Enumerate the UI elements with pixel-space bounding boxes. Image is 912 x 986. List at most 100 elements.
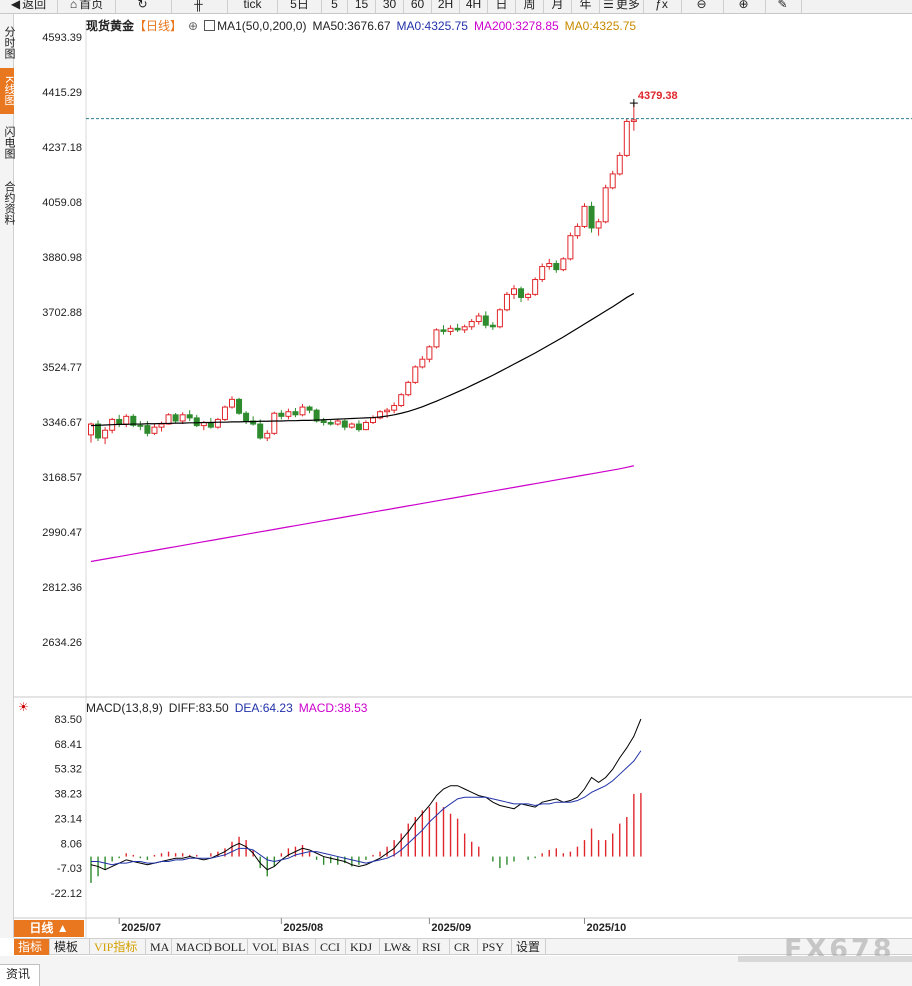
macd-y-axis: 83.50 68.41 53.32 38.23 23.14 8.06 -7.03 -22.12 [51, 714, 82, 900]
toolbar-button-1[interactable]: ⌂ 首页 [58, 0, 116, 13]
candle-body [355, 423, 362, 431]
toolbar-button-14[interactable]: 月 [544, 0, 572, 13]
toolbar-button-19[interactable]: ⊕ [724, 0, 766, 13]
toolbar-button-5[interactable]: 5日 [278, 0, 322, 13]
left-tab-1[interactable]: K线图 [0, 68, 15, 114]
indicator-tab-1[interactable]: 模板 [50, 939, 90, 955]
y-tick-label: 4237.18 [42, 142, 82, 154]
toolbar-button-4[interactable]: tick [228, 0, 278, 13]
settings-icon[interactable]: ⊕ [188, 19, 199, 33]
toolbar-button-15[interactable]: 年 [572, 0, 600, 13]
ma-chart-icon[interactable] [204, 20, 216, 31]
refresh-icon: ↻ [137, 0, 148, 11]
indicator-tab-4[interactable]: MACD [172, 939, 212, 955]
toolbar-button-8[interactable]: 30 [376, 0, 404, 13]
candle [257, 419, 264, 440]
candle [236, 397, 243, 415]
candle-body [581, 205, 588, 227]
candlestick-chart-icon: ╫ [194, 0, 203, 11]
candle-body [475, 315, 482, 323]
toolbar-label: 月 [551, 0, 564, 11]
candle-body [348, 423, 355, 428]
left-tab-0[interactable]: 分时图 [3, 25, 15, 59]
indicator-tab-0[interactable]: 指标 [14, 939, 50, 955]
y-tick-label: 3880.98 [42, 252, 82, 264]
toolbar-label: 5 [331, 0, 338, 11]
indicator-tab-5[interactable]: BOLL [210, 939, 248, 955]
candle-body [88, 423, 94, 436]
period-label: 【日线】 [134, 19, 183, 33]
candle [214, 417, 221, 429]
indicator-tab-13[interactable]: PSY [478, 939, 512, 955]
y-tick-label: 3702.88 [42, 307, 82, 319]
candle [327, 419, 334, 426]
candle-body [623, 120, 630, 156]
toolbar-button-17[interactable]: ƒx [644, 0, 682, 13]
home-icon: ⌂ [69, 0, 78, 11]
ma-title: MA1(50,0,200,0) [217, 19, 307, 33]
indicator-tab-9[interactable]: KDJ [346, 939, 380, 955]
indicator-tab-2[interactable]: VIP指标 [90, 939, 146, 955]
toolbar-button-11[interactable]: 4H [460, 0, 488, 13]
news-tab[interactable]: 资讯 [0, 964, 40, 986]
left-view-tabs: 分时图 K线图闪电图合约资料 [0, 14, 15, 938]
candle-body [221, 406, 228, 420]
horizontal-scrollbar[interactable] [738, 956, 912, 962]
toolbar-button-10[interactable]: 2H [432, 0, 460, 13]
indicator-tab-10[interactable]: LW& [380, 939, 418, 955]
candle [616, 152, 623, 176]
indicator-tab-12[interactable]: CR [450, 939, 478, 955]
candle [440, 325, 447, 335]
candle [355, 420, 362, 432]
candle [475, 312, 482, 325]
candle-body [151, 426, 158, 434]
candle [377, 410, 384, 420]
indicator-tab-7[interactable]: BIAS [278, 939, 316, 955]
candle [172, 412, 179, 423]
y-tick-label: 4059.08 [42, 197, 82, 209]
indicator-tab-11[interactable]: RSI [418, 939, 450, 955]
indicator-tab-6[interactable]: VOL [248, 939, 278, 955]
candle [391, 402, 398, 414]
candle-body [362, 422, 369, 431]
candle [88, 422, 94, 443]
indicator-tab-3[interactable]: MA [146, 939, 172, 955]
candle [151, 424, 158, 435]
candle-body [116, 418, 123, 425]
macd-lines [90, 718, 642, 871]
candle [370, 415, 376, 425]
candle-body [532, 279, 539, 295]
candle-body [539, 266, 546, 281]
toolbar-button-13[interactable]: 周 [516, 0, 544, 13]
left-tab-3[interactable]: 合约资料 [3, 181, 15, 225]
macd-settings-icon[interactable]: ☀ [18, 700, 29, 714]
toolbar-button-12[interactable]: 日 [488, 0, 516, 13]
toolbar-button-6[interactable]: 5 [322, 0, 348, 13]
grid-layer [14, 20, 912, 938]
toolbar-button-3[interactable]: ╫ [172, 0, 228, 13]
macd-y-tick-label: 8.06 [61, 838, 82, 850]
indicator-tab-14[interactable]: 设置 [512, 939, 546, 955]
macd-legend: MACD(13,8,9) DIFF:83.50 DEA:64.23 MACD:38.5… [86, 700, 373, 716]
toolbar-button-18[interactable]: ⊖ [682, 0, 724, 13]
candle-body [179, 414, 186, 422]
toolbar-button-2[interactable]: ↻ [116, 0, 172, 13]
toolbar-button-16[interactable]: ☰ 更多 [600, 0, 644, 13]
toolbar-button-9[interactable]: 60 [404, 0, 432, 13]
left-tab-2[interactable]: 闪电图 [3, 125, 15, 159]
candle-body [574, 225, 581, 237]
toolbar-button-20[interactable]: ✎ [766, 0, 802, 13]
chart-canvas[interactable]: 4593.39 4415.29 4237.18 4059.08 3880.98 3702.… [0, 0, 912, 940]
last-price-label: 4379.38 [638, 90, 678, 102]
period-button[interactable]: 日线 ▲ [14, 920, 84, 937]
toolbar-button-0[interactable]: ◀ 返回 [0, 0, 58, 13]
y-tick-label: 3168.57 [42, 472, 82, 484]
toolbar-label: 2H [437, 0, 454, 11]
macd-diff-value: DIFF:83.50 [168, 701, 229, 715]
toolbar-button-7[interactable]: 15 [348, 0, 376, 13]
ma50-value: MA50:3676.67 [312, 19, 391, 33]
candle-body [419, 358, 426, 368]
candle [165, 413, 172, 425]
toolbar-label: 30 [382, 0, 397, 11]
indicator-tab-8[interactable]: CCI [316, 939, 346, 955]
